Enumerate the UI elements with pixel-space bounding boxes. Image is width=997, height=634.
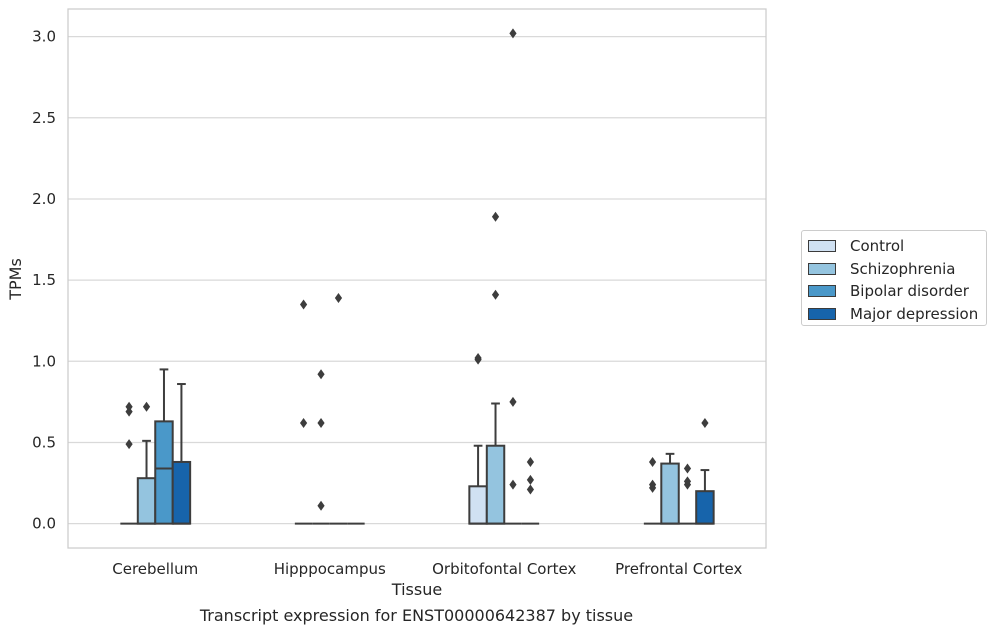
box-group	[312, 369, 330, 525]
legend: Control Schizophrenia Bipolar disorder Majo…	[801, 230, 987, 326]
outlier-point	[526, 474, 535, 485]
outlier-point	[491, 211, 500, 222]
y-tick-labels: 0.0 0.5 1.0 1.5 2.0 2.5 3.0	[32, 28, 56, 533]
outlier-point	[142, 401, 151, 412]
box	[154, 420, 174, 525]
outlier-point	[701, 417, 709, 428]
legend-label: Major depression	[850, 304, 979, 323]
box	[468, 485, 488, 525]
box-group	[485, 211, 506, 525]
figure-caption: Transcript expression for ENST0000064238…	[199, 606, 634, 625]
box-group	[329, 292, 348, 525]
x-tick-label: Prefrontal Cortex	[615, 560, 742, 578]
y-tick-label: 1.5	[32, 271, 56, 289]
legend-item: Schizophrenia	[808, 258, 980, 281]
y-tick-label: 2.0	[32, 190, 56, 208]
outlier-point	[125, 439, 133, 450]
box-group	[643, 456, 662, 525]
outlier-point	[648, 479, 657, 490]
outlier-point	[317, 417, 325, 428]
y-tick-label: 0.5	[32, 433, 56, 451]
legend-label: Schizophrenia	[850, 259, 956, 278]
x-tick-labels: Cerebellum Hipppocampus Orbitofontal Corte…	[112, 560, 742, 578]
outlier-point	[125, 401, 133, 412]
legend-item: Control	[808, 235, 980, 258]
outlier-point	[474, 353, 482, 364]
y-tick-label: 3.0	[32, 28, 56, 46]
outlier-point	[334, 292, 343, 303]
outlier-point	[509, 396, 517, 407]
x-tick-label: Orbitofontal Cortex	[432, 560, 576, 578]
box	[485, 444, 506, 525]
legend-swatch	[808, 307, 836, 320]
legend-item: Major depression	[808, 303, 980, 326]
legend-label: Control	[850, 237, 905, 256]
box-group	[504, 28, 522, 525]
box	[660, 462, 680, 525]
y-tick-label: 0.0	[32, 515, 56, 533]
box-group	[294, 299, 313, 525]
legend-swatch	[808, 240, 836, 253]
legend-item: Bipolar disorder	[808, 280, 980, 303]
box-group	[695, 417, 715, 525]
outlier-point	[299, 417, 308, 428]
boxes	[120, 28, 715, 525]
box-group	[678, 463, 697, 525]
outlier-point	[683, 463, 692, 474]
outlier-point	[509, 479, 517, 490]
y-tick-label: 2.5	[32, 109, 56, 127]
box-group	[521, 456, 540, 525]
y-axis-label: TPMs	[6, 258, 25, 301]
box-group	[120, 401, 138, 525]
x-tick-label: Cerebellum	[112, 560, 198, 578]
outlier-point	[299, 299, 308, 310]
outlier-point	[683, 476, 692, 487]
x-tick-label: Hipppocampus	[274, 560, 386, 578]
outlier-point	[526, 484, 535, 495]
box	[136, 477, 157, 525]
plot-background	[68, 9, 766, 548]
x-axis-label: Tissue	[391, 580, 442, 599]
box-group	[136, 401, 157, 525]
box	[695, 490, 715, 525]
outlier-point	[526, 456, 535, 467]
box-group	[171, 383, 192, 525]
outlier-point	[491, 289, 500, 300]
box-group	[660, 452, 680, 525]
box	[171, 460, 192, 525]
outlier-point	[317, 500, 325, 511]
y-tick-label: 1.0	[32, 352, 56, 370]
outlier-point	[509, 28, 517, 39]
outlier-point	[317, 369, 325, 380]
plot-frame	[67, 8, 767, 549]
outlier-point	[648, 456, 657, 467]
legend-label: Bipolar disorder	[850, 282, 969, 301]
legend-swatch	[808, 285, 836, 298]
legend-swatch	[808, 262, 836, 275]
